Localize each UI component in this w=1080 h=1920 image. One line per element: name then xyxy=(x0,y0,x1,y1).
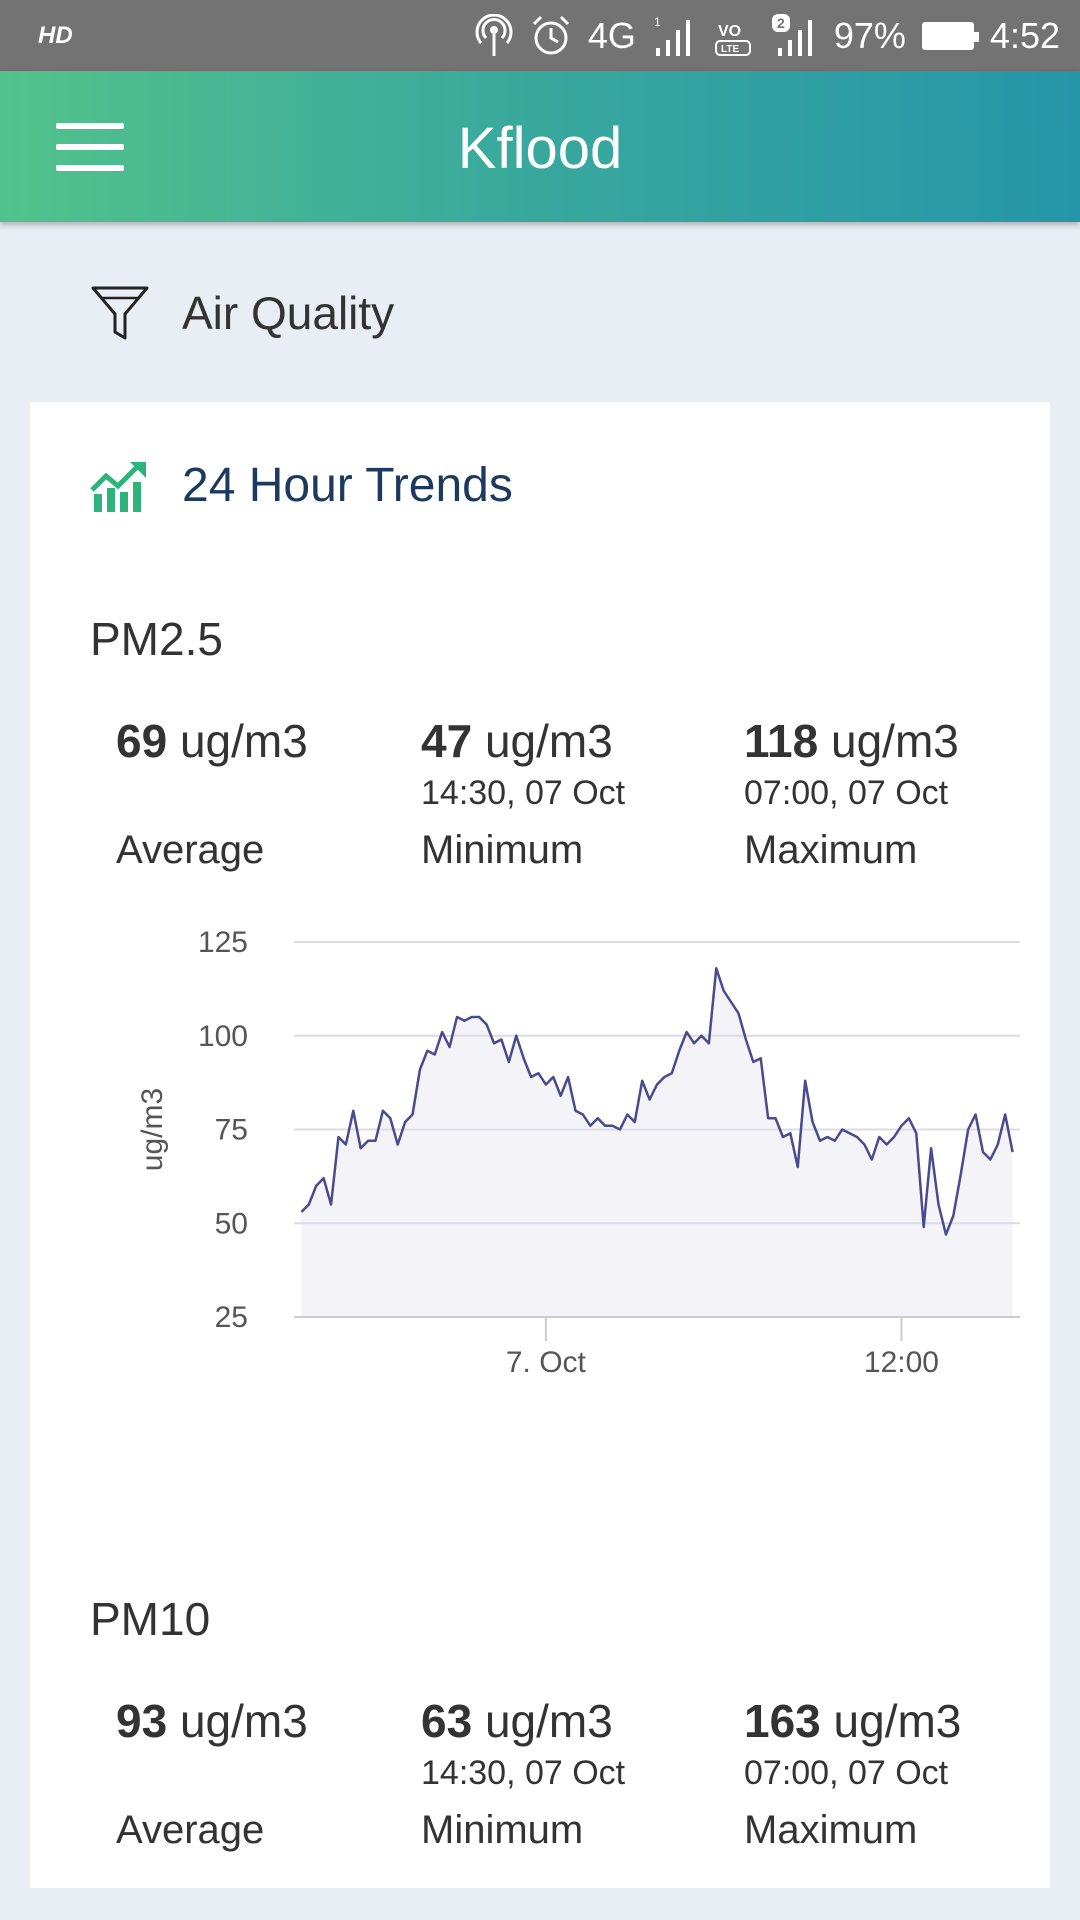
sim2-badge: 2 xyxy=(777,15,785,31)
y-tick-label: 25 xyxy=(215,1301,248,1334)
battery-percent: 97% xyxy=(833,15,906,56)
chart-area-fill xyxy=(301,968,1013,1317)
pm25-maximum-unit: ug/m3 xyxy=(831,715,959,767)
filter-label: Air Quality xyxy=(182,287,395,339)
status-bar: HD 4G 1 VO LTE 2 97% 4:52 xyxy=(0,0,1080,71)
pm25-maximum-label: Maximum xyxy=(744,828,918,872)
trend-chart-icon xyxy=(90,461,146,512)
pm10-maximum-label: Maximum xyxy=(744,1808,918,1852)
pm25-average-value: 69 xyxy=(116,715,168,767)
pm25-average: 69 ug/m3 Average xyxy=(116,714,308,872)
pm25-minimum: 47 ug/m3 14:30, 07 Oct Minimum xyxy=(421,714,626,872)
trends-title: 24 Hour Trends xyxy=(182,459,513,512)
x-tick-label: 7. Oct xyxy=(506,1346,587,1379)
pm10-maximum-unit: ug/m3 xyxy=(833,1695,962,1747)
pm25-trend-chart: 125 100 75 50 25 7. Oct 12:00 ug/m3 xyxy=(136,926,1020,1379)
pm25-maximum-value: 118 xyxy=(744,715,819,767)
app-bar: Kflood xyxy=(0,71,1080,222)
air-quality-filter[interactable]: Air Quality xyxy=(90,280,394,346)
pm10-minimum: 63 ug/m3 14:30, 07 Oct Minimum xyxy=(421,1694,626,1852)
pm10-title: PM10 xyxy=(90,1593,211,1645)
sim1-signal-icon: 1 xyxy=(652,14,696,58)
pm10-minimum-unit: ug/m3 xyxy=(484,1695,613,1747)
pm25-minimum-unit: ug/m3 xyxy=(484,715,613,767)
y-tick-label: 50 xyxy=(215,1207,248,1240)
status-icons: 4G 1 VO LTE 2 97% 4:52 xyxy=(474,14,1060,58)
menu-icon xyxy=(56,123,124,129)
pm25-minimum-label: Minimum xyxy=(421,828,584,872)
battery-icon xyxy=(921,22,979,50)
pm10-maximum: 163 ug/m3 07:00, 07 Oct Maximum xyxy=(744,1694,962,1852)
clock: 4:52 xyxy=(989,15,1060,56)
pm10-minimum-value: 63 xyxy=(421,1695,473,1747)
pm25-minimum-time: 14:30, 07 Oct xyxy=(421,774,626,812)
x-tick-label: 12:00 xyxy=(864,1346,939,1379)
alarm-icon xyxy=(530,14,572,58)
hd-voice-label: HD xyxy=(38,22,73,49)
pm25-maximum: 118 ug/m3 07:00, 07 Oct Maximum xyxy=(744,714,959,872)
hotspot-icon xyxy=(474,14,514,58)
app-title: Kflood xyxy=(457,116,623,181)
menu-button[interactable] xyxy=(56,123,124,171)
pm10-maximum-value: 163 xyxy=(744,1695,821,1747)
pm25-maximum-time: 07:00, 07 Oct xyxy=(744,774,949,812)
y-tick-label: 125 xyxy=(198,926,248,959)
pm10-average-value: 93 xyxy=(116,1695,168,1747)
pm25-title: PM2.5 xyxy=(90,613,223,665)
network-type: 4G xyxy=(587,15,636,56)
svg-text:VO: VO xyxy=(718,23,741,40)
pm10-maximum-time: 07:00, 07 Oct xyxy=(744,1754,949,1792)
pm25-average-unit: ug/m3 xyxy=(179,715,308,767)
pm10-average-label: Average xyxy=(116,1808,265,1852)
pm10-minimum-label: Minimum xyxy=(421,1808,584,1852)
pm10-average: 93 ug/m3 Average xyxy=(116,1694,308,1852)
volte-icon: VO LTE xyxy=(712,14,756,58)
y-axis-label: ug/m3 xyxy=(136,1088,169,1171)
pm25-minimum-value: 47 xyxy=(421,715,473,767)
trends-card: 24 Hour Trends PM2.5 69 ug/m3 Average 47… xyxy=(30,402,1050,1888)
y-tick-label: 100 xyxy=(198,1020,248,1053)
filter-icon xyxy=(91,286,149,340)
pm10-average-unit: ug/m3 xyxy=(179,1695,308,1747)
sim1-badge: 1 xyxy=(654,15,661,29)
svg-text:LTE: LTE xyxy=(721,44,739,55)
y-tick-label: 75 xyxy=(215,1114,248,1147)
pm10-minimum-time: 14:30, 07 Oct xyxy=(421,1754,626,1792)
sim2-signal-icon: 2 xyxy=(771,14,818,58)
trends-header: 24 Hour Trends xyxy=(90,458,513,513)
pm25-average-label: Average xyxy=(116,828,265,872)
